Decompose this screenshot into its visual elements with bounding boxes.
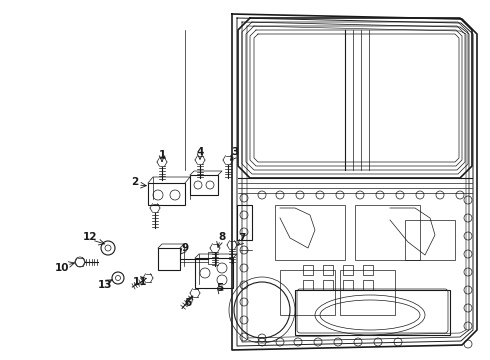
Bar xyxy=(363,265,373,275)
Bar xyxy=(323,280,333,290)
Text: 5: 5 xyxy=(217,283,223,293)
Bar xyxy=(148,183,185,205)
Bar xyxy=(323,265,333,275)
Text: 4: 4 xyxy=(196,147,204,157)
Bar xyxy=(343,265,353,275)
Bar xyxy=(355,205,420,260)
Text: 8: 8 xyxy=(219,232,225,242)
Bar xyxy=(405,220,455,260)
Text: 10: 10 xyxy=(55,263,69,273)
Bar xyxy=(303,280,313,290)
Text: 11: 11 xyxy=(133,277,147,287)
Bar xyxy=(303,265,313,275)
Bar xyxy=(237,205,252,240)
Bar xyxy=(363,280,373,290)
Bar xyxy=(340,270,395,315)
Text: 6: 6 xyxy=(184,298,192,308)
Bar xyxy=(295,290,450,335)
Bar xyxy=(343,280,353,290)
Text: 9: 9 xyxy=(181,243,189,253)
Text: 12: 12 xyxy=(83,232,97,242)
Text: 3: 3 xyxy=(231,147,239,157)
Bar xyxy=(275,205,345,260)
Bar xyxy=(158,248,180,270)
Bar xyxy=(195,258,233,288)
Text: 1: 1 xyxy=(158,150,166,160)
Text: 13: 13 xyxy=(98,280,112,290)
Bar xyxy=(190,175,218,195)
Text: 7: 7 xyxy=(238,233,245,243)
Bar xyxy=(208,252,216,264)
Bar xyxy=(280,270,335,315)
Text: 2: 2 xyxy=(131,177,139,187)
